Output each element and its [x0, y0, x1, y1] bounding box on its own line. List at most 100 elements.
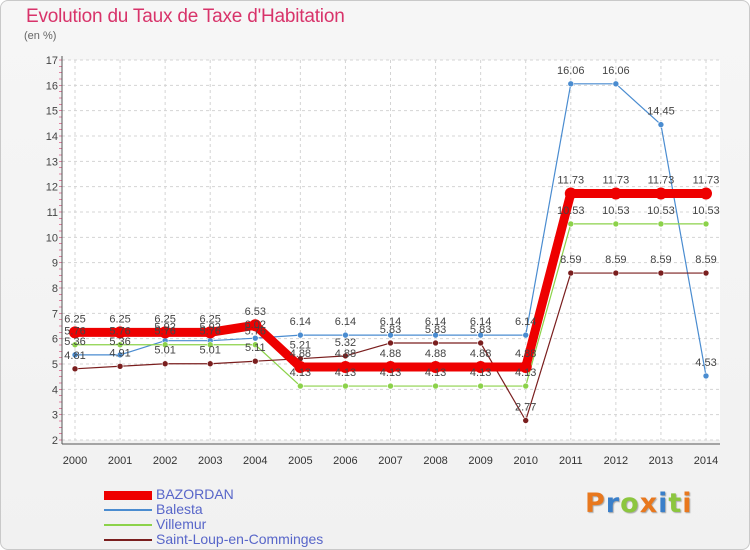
x-tick-label: 2003 — [198, 455, 222, 467]
data-point — [477, 339, 484, 347]
y-tick-label: 4 — [52, 384, 58, 396]
data-label: 5.76 — [154, 326, 175, 338]
y-tick-label: 5 — [52, 359, 58, 371]
chart-title: Evolution du Taux de Taxe d'Habitation — [26, 6, 345, 27]
logo-letter: o — [620, 488, 640, 519]
data-label: 6.25 — [154, 313, 175, 325]
y-tick-label: 11 — [47, 207, 58, 219]
data-point — [206, 360, 214, 368]
y-tick-label: 2 — [52, 435, 58, 447]
data-point — [339, 361, 352, 374]
data-label: 6.25 — [200, 313, 221, 325]
data-label: 4.13 — [425, 367, 446, 379]
x-tick-label: 2005 — [288, 455, 312, 467]
data-label: 4.88 — [515, 348, 536, 360]
y-tick-label: 15 — [46, 106, 58, 118]
data-point — [477, 331, 484, 339]
data-label: 4.88 — [425, 348, 446, 360]
data-label: 4.13 — [290, 367, 311, 379]
data-point — [654, 187, 667, 200]
data-label: 6.02 — [245, 319, 266, 331]
logo-letter: i — [658, 488, 669, 519]
data-label: 6.53 — [245, 306, 266, 318]
x-tick-label: 2002 — [153, 455, 177, 467]
data-label: 4.91 — [109, 347, 130, 359]
plot-area — [62, 60, 720, 440]
data-point — [249, 319, 262, 332]
data-label: 5.76 — [200, 326, 221, 338]
data-point — [69, 326, 81, 339]
data-point — [116, 362, 124, 370]
y-tick-label: 14 — [46, 131, 58, 143]
proxiti-logo: Proxiti — [585, 488, 693, 519]
data-label: 5.01 — [200, 345, 221, 357]
data-point — [432, 331, 439, 339]
data-label: 5.92 — [200, 322, 221, 334]
data-point — [206, 341, 214, 349]
data-point — [161, 360, 169, 368]
data-point — [474, 361, 487, 374]
data-label: 10.53 — [602, 205, 630, 217]
x-tick-label: 2012 — [604, 455, 628, 467]
data-point — [161, 341, 169, 349]
data-label: 8.59 — [560, 254, 581, 266]
y-tick-label: 7 — [52, 308, 58, 320]
data-label: 5.21 — [290, 340, 311, 352]
data-point — [251, 341, 259, 349]
x-tick-label: 2000 — [63, 455, 87, 467]
data-point — [702, 372, 710, 380]
data-point — [702, 220, 710, 228]
logo-letter: t — [668, 488, 683, 519]
x-tick-label: 2013 — [649, 455, 673, 467]
y-tick-label: 3 — [52, 410, 58, 422]
x-tick-label: 2011 — [559, 455, 583, 467]
data-label: 5.01 — [154, 345, 175, 357]
x-tick-label: 2010 — [513, 455, 537, 467]
data-label: 16.06 — [557, 65, 585, 77]
data-label: 6.25 — [109, 313, 130, 325]
legend-swatch — [104, 524, 152, 526]
data-point — [567, 80, 575, 88]
legend-swatch — [104, 509, 152, 511]
data-label: 16.06 — [602, 65, 630, 77]
data-point — [294, 361, 307, 374]
legend-label: Villemur — [156, 516, 207, 532]
data-point — [71, 341, 79, 349]
data-label: 11.73 — [648, 175, 675, 187]
data-label: 4.88 — [290, 348, 311, 360]
data-label: 4.13 — [470, 367, 491, 379]
data-label: 4.88 — [470, 348, 491, 360]
legend-swatch — [104, 491, 152, 500]
legend-label: BAZORDAN — [156, 486, 234, 502]
data-label: 5.83 — [470, 324, 491, 336]
data-point — [71, 351, 79, 359]
data-point — [657, 220, 665, 228]
data-point — [567, 220, 575, 228]
data-label: 4.81 — [64, 350, 85, 362]
data-point — [519, 361, 532, 374]
data-label: 5.36 — [64, 336, 85, 348]
data-point — [297, 382, 304, 390]
data-label: 4.88 — [335, 348, 356, 360]
data-point — [342, 331, 349, 339]
data-label: 14.45 — [647, 106, 675, 118]
x-tick-label: 2004 — [243, 455, 267, 467]
legend-item: Balesta — [104, 502, 364, 517]
data-point — [612, 80, 620, 88]
data-point — [71, 365, 79, 373]
data-point — [612, 220, 620, 228]
legend-item: Saint-Loup-en-Comminges — [104, 532, 364, 547]
data-label: 5.83 — [425, 324, 446, 336]
data-label: 6.14 — [380, 316, 401, 328]
data-label: 10.53 — [692, 205, 720, 217]
data-label: 6.14 — [470, 316, 491, 328]
legend-swatch — [104, 539, 152, 541]
data-point — [522, 417, 530, 424]
data-label: 11.73 — [693, 175, 720, 187]
data-label: 6.14 — [515, 316, 536, 328]
data-label: 6.25 — [64, 313, 85, 325]
data-point — [387, 382, 394, 390]
data-label: 10.53 — [557, 205, 585, 217]
data-label: 10.53 — [647, 205, 675, 217]
